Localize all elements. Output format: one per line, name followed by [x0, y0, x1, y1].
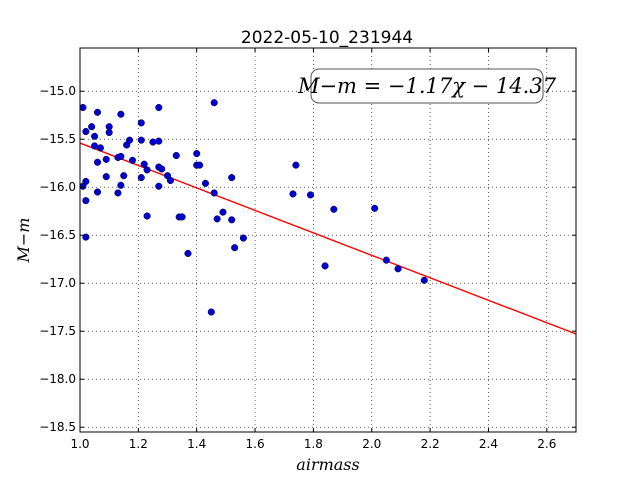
- equation-annotation: M−m = −1.17χ − 14.37: [297, 68, 557, 104]
- annotation-text: M−m = −1.17χ − 14.37: [297, 74, 557, 98]
- y-tick-label: −17.0: [39, 276, 76, 290]
- data-point: [93, 158, 102, 166]
- data-point: [126, 136, 134, 144]
- x-tick-label: 1.4: [187, 437, 206, 451]
- x-tick-label: 2.0: [362, 437, 381, 451]
- data-point: [184, 249, 192, 257]
- data-point: [88, 123, 96, 131]
- data-point: [114, 189, 122, 197]
- data-point: [382, 256, 390, 264]
- data-point: [137, 174, 145, 182]
- data-point: [79, 103, 87, 112]
- fit-line-layer: [79, 142, 577, 335]
- chart-title: 2022-05-10_231944: [241, 28, 413, 48]
- x-tick-label: 2.2: [421, 437, 440, 451]
- data-point: [239, 234, 247, 242]
- data-point: [93, 108, 102, 116]
- data-point: [117, 181, 125, 189]
- data-point: [172, 151, 180, 160]
- x-tick-label: 1.8: [304, 437, 323, 451]
- x-tick-label: 2.6: [537, 437, 556, 451]
- annotation-box: [310, 68, 544, 104]
- y-tick-label: −18.5: [39, 420, 76, 434]
- y-tick-label: −15.5: [39, 132, 76, 146]
- data-point: [158, 165, 166, 173]
- data-point: [82, 127, 90, 136]
- y-tick-label: −16.5: [39, 228, 76, 242]
- data-point: [105, 128, 113, 137]
- data-point: [289, 190, 297, 198]
- x-tick-label: 1.6: [246, 437, 265, 451]
- data-point: [155, 137, 163, 145]
- data-point: [143, 212, 151, 220]
- y-tick-label: −15.0: [39, 84, 76, 98]
- data-point: [330, 205, 338, 213]
- data-point: [82, 197, 90, 205]
- data-point: [201, 179, 210, 187]
- data-point: [137, 136, 145, 144]
- data-point: [93, 188, 102, 196]
- data-point: [228, 216, 236, 224]
- x-tick-label: 2.4: [479, 437, 498, 451]
- data-point: [371, 204, 379, 212]
- data-point: [228, 174, 236, 182]
- data-point: [96, 144, 104, 152]
- data-point: [213, 215, 221, 223]
- y-tick-label: −16.0: [39, 180, 76, 194]
- data-point: [117, 110, 125, 118]
- data-point: [79, 182, 87, 190]
- data-point: [178, 213, 186, 221]
- data-point: [210, 189, 218, 197]
- fit-line: [79, 142, 577, 335]
- data-point: [420, 276, 428, 284]
- data-point: [321, 262, 329, 270]
- y-tick-label: −18.0: [39, 372, 76, 386]
- plot-frame: [79, 47, 577, 433]
- data-point: [143, 166, 151, 174]
- data-point: [210, 99, 218, 107]
- data-point: [166, 176, 174, 185]
- data-point: [91, 132, 99, 140]
- data-point: [102, 173, 110, 181]
- x-tick-label: 1.0: [70, 437, 89, 451]
- data-point: [137, 119, 145, 127]
- data-point: [140, 160, 148, 168]
- x-tick-label: 1.2: [129, 437, 148, 451]
- data-point: [219, 208, 227, 216]
- data-point: [306, 191, 315, 199]
- data-point: [155, 182, 163, 190]
- data-point: [120, 172, 128, 180]
- data-point: [394, 265, 402, 273]
- data-point: [149, 138, 157, 146]
- data-point: [82, 233, 90, 241]
- data-point: [193, 150, 201, 158]
- data-point: [196, 161, 204, 169]
- data-point: [231, 244, 239, 252]
- data-point: [292, 161, 300, 169]
- data-point: [128, 156, 137, 164]
- data-point: [207, 308, 215, 316]
- data-point: [117, 152, 125, 161]
- y-axis-label: M−m: [14, 218, 33, 264]
- plot-area: [80, 48, 576, 432]
- data-points: [79, 99, 428, 316]
- data-point: [102, 155, 110, 163]
- x-axis-label: airmass: [296, 455, 359, 474]
- y-tick-label: −17.5: [39, 324, 76, 338]
- axis-ticks: 1.0 1.2 1.4 1.6 1.8 2.0 2.2 2.4 2.6 −15.0 −15.5 −16…: [39, 48, 576, 451]
- data-point: [155, 103, 163, 112]
